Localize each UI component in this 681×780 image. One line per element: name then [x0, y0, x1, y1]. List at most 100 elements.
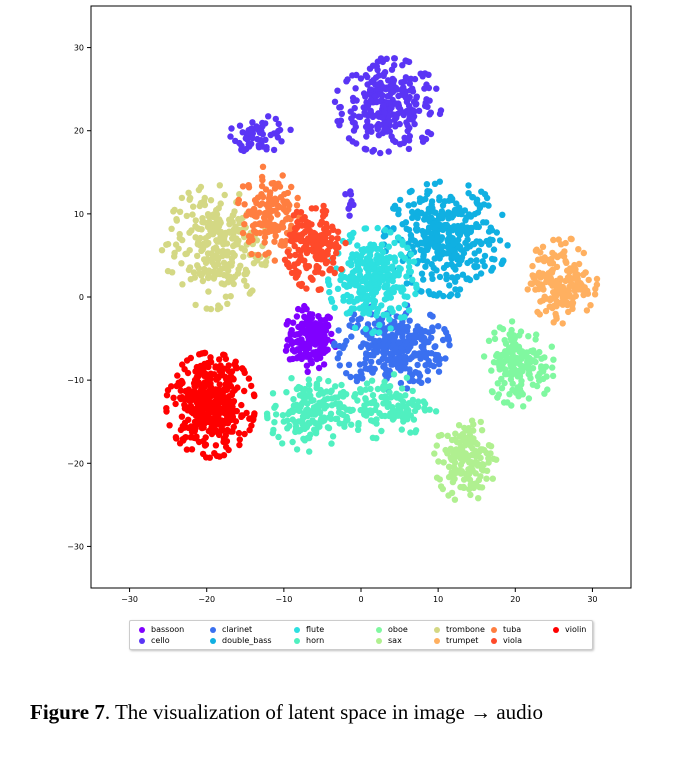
data-point-bassoon	[308, 315, 315, 322]
data-point-trumpet	[552, 310, 559, 318]
data-point-violin	[207, 370, 214, 377]
x-tick-label: 10	[433, 595, 443, 604]
data-point-trombone	[190, 269, 198, 276]
data-point-cello	[411, 108, 418, 115]
data-point-clarinet	[395, 339, 403, 346]
data-point-double-bass	[408, 208, 416, 216]
data-point-double-bass	[451, 263, 458, 270]
data-point-trombone	[205, 274, 212, 282]
data-point-clarinet	[424, 367, 431, 375]
data-point-trombone	[179, 236, 186, 244]
data-point-oboe	[494, 380, 501, 387]
x-tick-label: 30	[587, 595, 597, 604]
data-point-violin	[225, 362, 232, 369]
data-point-bassoon	[287, 329, 294, 337]
data-point-double-bass	[471, 250, 478, 257]
data-point-flute	[413, 281, 420, 288]
data-point-oboe	[504, 399, 511, 406]
data-point-cello	[265, 113, 272, 120]
data-point-bassoon	[304, 368, 311, 375]
data-point-viola	[319, 208, 327, 215]
data-point-sax	[485, 455, 492, 462]
data-point-trombone	[186, 196, 193, 203]
data-point-cello	[384, 93, 391, 100]
data-point-trombone	[182, 250, 189, 258]
data-point-cello	[287, 126, 294, 133]
data-point-trombone	[224, 248, 231, 255]
data-point-cello	[342, 191, 349, 198]
data-point-clarinet	[343, 370, 350, 377]
data-point-viola	[319, 249, 326, 256]
data-point-horn	[409, 387, 416, 395]
data-point-cello	[352, 85, 359, 92]
data-point-violin	[207, 354, 214, 361]
data-point-horn	[271, 404, 278, 411]
data-point-clarinet	[366, 335, 373, 342]
data-point-double-bass	[477, 270, 485, 277]
data-point-flute	[368, 260, 376, 267]
data-point-double-bass	[499, 211, 506, 218]
data-point-flute	[328, 298, 336, 305]
data-point-cello	[262, 136, 269, 143]
data-point-viola	[315, 268, 322, 275]
data-point-oboe	[510, 361, 518, 368]
series-cello	[227, 55, 445, 219]
data-point-cello	[263, 146, 270, 153]
data-point-clarinet	[437, 355, 444, 363]
data-point-trombone	[207, 227, 214, 234]
data-point-cello	[351, 119, 358, 127]
legend-marker	[376, 637, 382, 644]
data-point-cello	[374, 126, 381, 133]
data-point-violin	[223, 411, 230, 418]
data-point-viola	[291, 261, 298, 268]
data-point-double-bass	[397, 196, 404, 204]
data-point-trombone	[209, 259, 216, 266]
data-point-trumpet	[528, 280, 536, 288]
data-point-oboe	[488, 367, 495, 374]
data-point-double-bass	[485, 202, 492, 209]
data-point-horn	[279, 440, 286, 447]
data-point-horn	[305, 376, 312, 383]
data-point-tuba	[284, 189, 292, 197]
data-point-viola	[294, 218, 301, 226]
data-point-double-bass	[434, 231, 441, 238]
data-point-cello	[370, 77, 377, 84]
chart-area: −30 −20 −10 0 10 20 30 30 20 10 0 −10 −20 −30 bassoo…	[67, 5, 632, 650]
data-point-trumpet	[537, 249, 544, 256]
data-point-violin	[187, 354, 194, 362]
data-point-cello	[405, 145, 413, 153]
data-point-double-bass	[475, 223, 482, 231]
data-point-cello	[360, 90, 368, 97]
data-point-viola	[326, 267, 333, 274]
data-point-tuba	[241, 201, 248, 208]
data-point-viola	[287, 237, 295, 244]
data-point-tuba	[245, 238, 253, 245]
data-point-cello	[252, 125, 260, 132]
data-point-violin	[187, 423, 195, 430]
data-point-trombone	[215, 302, 222, 309]
data-point-horn	[403, 374, 411, 381]
data-point-oboe	[527, 375, 534, 382]
data-point-cello	[390, 137, 397, 144]
data-point-double-bass	[486, 236, 494, 243]
data-point-sax	[493, 456, 500, 463]
legend-marker	[210, 626, 216, 633]
data-point-flute	[405, 268, 413, 275]
data-point-cello	[270, 146, 278, 154]
data-point-violin	[222, 381, 229, 388]
data-point-trombone	[168, 225, 175, 232]
data-point-trumpet	[593, 281, 601, 288]
data-point-oboe	[532, 336, 539, 343]
data-point-flute	[326, 288, 333, 296]
data-point-flute	[382, 226, 389, 234]
data-point-trumpet	[532, 286, 539, 293]
data-point-trumpet	[587, 302, 594, 309]
data-point-cello	[367, 97, 375, 104]
data-point-clarinet	[406, 355, 414, 363]
data-point-trumpet	[571, 287, 578, 294]
data-point-violin	[181, 424, 188, 431]
data-point-double-bass	[479, 258, 486, 265]
data-point-cello	[407, 87, 414, 94]
data-point-trumpet	[577, 280, 584, 287]
data-point-violin	[232, 418, 240, 425]
